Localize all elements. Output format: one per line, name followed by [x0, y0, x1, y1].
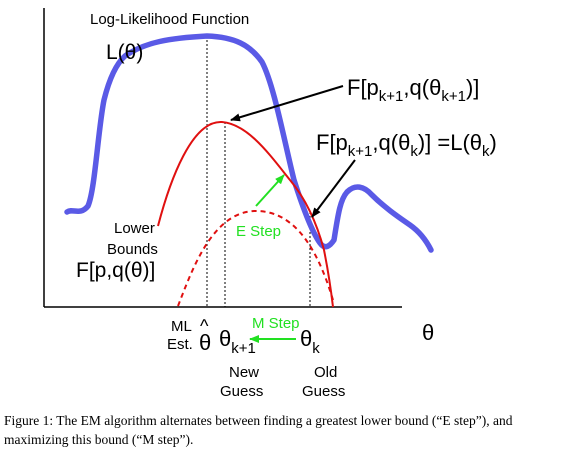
x-axis-label: θ: [422, 320, 434, 345]
e-step-arrow: [255, 174, 285, 207]
theta-new-symbol: θk+1: [219, 326, 256, 357]
theta-old-caption-line1: Old: [314, 364, 337, 381]
arrow-to-touch-point: [311, 159, 356, 218]
theta-new-caption-line2: Guess: [220, 383, 263, 400]
figure-caption: Figure 1: The EM algorithm alternates be…: [4, 413, 513, 447]
lower-bound-old: [177, 209, 334, 307]
theta-old-symbol: θk: [300, 326, 320, 357]
lower-bounds-label-line1: Lower: [114, 220, 155, 237]
touch-bound-label: F[pk+1,q(θk)] =L(θk): [316, 130, 497, 160]
ml-label-line2: Est.: [167, 336, 193, 353]
ml-theta-hat: ^: [200, 316, 209, 336]
lower-bounds-formula: F[p,q(θ)]: [76, 259, 155, 282]
arrow-to-new-bound-peak: [230, 85, 344, 122]
em-algorithm-figure: Log-Likelihood Function L(θ) F[pk+1,q(θk…: [43, 8, 497, 400]
log-likelihood-curve: [64, 33, 434, 253]
ml-label-line1: ML: [171, 318, 192, 335]
theta-new-caption-line1: New: [229, 364, 259, 381]
theta-old-caption-line2: Guess: [302, 383, 345, 400]
lower-bounds-label-line2: Bounds: [107, 241, 158, 258]
m-step-label: M Step: [252, 315, 300, 332]
likelihood-curve-label: L(θ): [106, 41, 143, 64]
e-step-label: E Step: [236, 223, 281, 240]
figure-title: Log-Likelihood Function: [90, 11, 249, 28]
lower-bound-new: [157, 120, 334, 308]
new-bound-label: F[pk+1,q(θk+1)]: [347, 75, 479, 105]
ml-theta-symbol: θ: [199, 330, 211, 355]
